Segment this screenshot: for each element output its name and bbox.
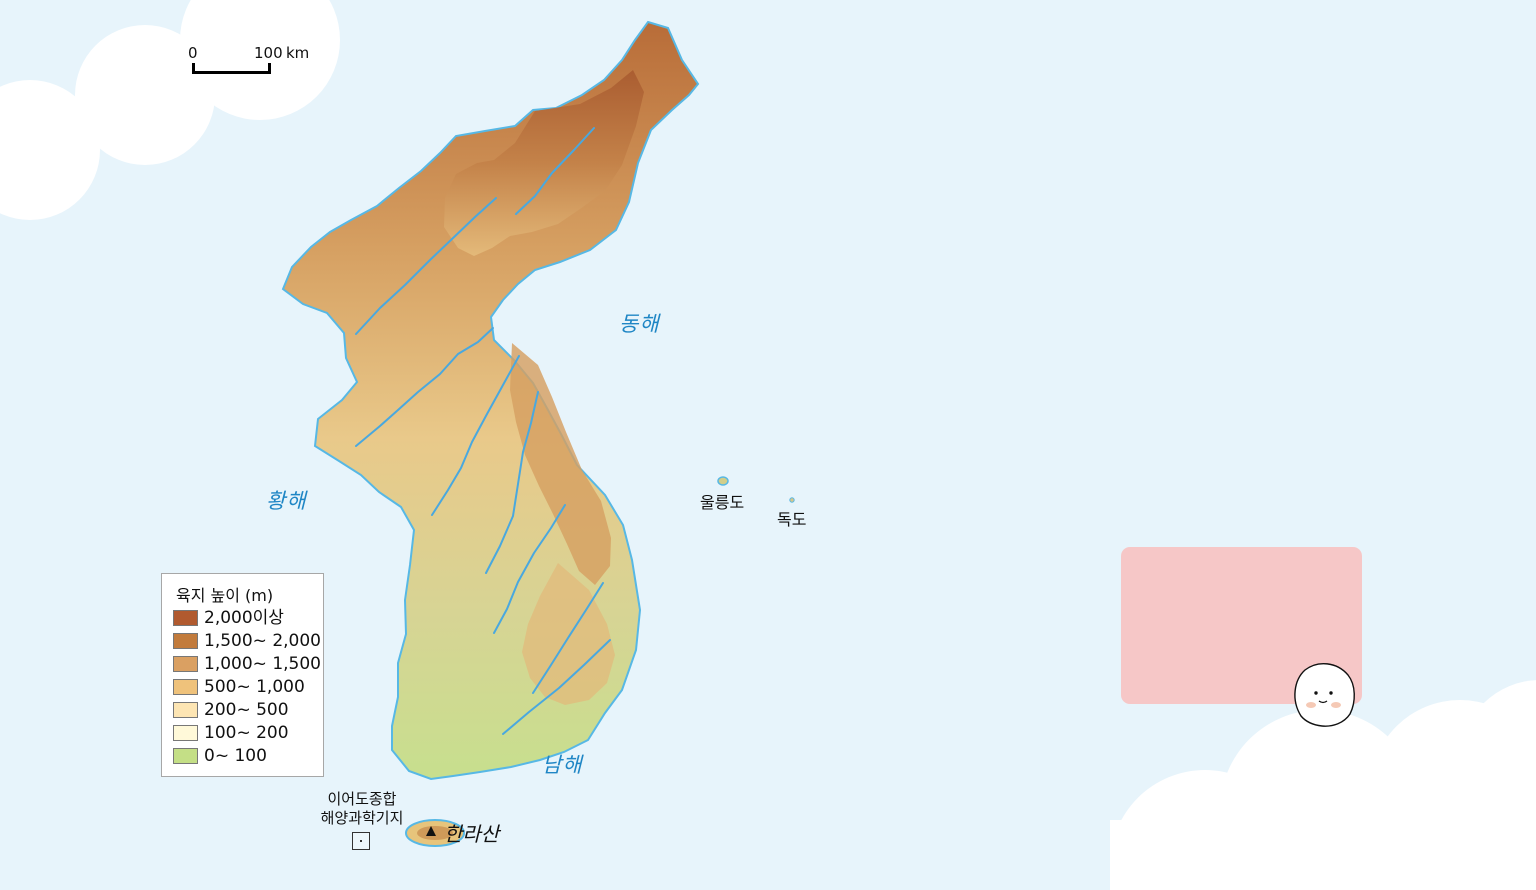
legend-item: 1,500~ 2,000 [173,631,321,651]
legend-label: 2,000이상 [204,607,284,628]
legend-item: 2,000이상 [173,608,284,628]
legend-item: 0~ 100 [173,746,267,766]
ulleungdo-label: 울릉도 [700,493,745,512]
hallasan-label: 한라산 [444,822,500,846]
legend-swatch [173,656,198,672]
triangle-icon [426,826,436,836]
peninsula-landmass [281,20,700,781]
scale-end-label: 100 [254,44,283,62]
legend-label: 1,000~ 1,500 [204,653,321,674]
top-left-cloud [0,0,340,220]
legend-item: 100~ 200 [173,723,289,743]
legend-label: 100~ 200 [204,722,289,743]
scale-line [192,71,271,74]
legend-swatch [173,702,198,718]
river-network [355,127,611,735]
ieodo-station-label: 이어도종합 해양과학기지 [317,790,407,828]
sobaek-range [522,563,615,705]
legend-item: 1,000~ 1,500 [173,654,321,674]
ieodo-station-dot [360,840,362,842]
scale-right-tick [268,63,271,73]
mascot-icon [1294,663,1355,727]
legend-swatch [173,610,198,626]
ieodo-label-line-2: 해양과학기지 [320,809,404,827]
legend-label: 1,500~ 2,000 [204,630,321,651]
dokdo-label: 독도 [777,510,807,529]
legend-label: 200~ 500 [204,699,289,720]
scale-bar: 0 100 km [188,44,328,78]
legend-swatch [173,633,198,649]
legend-swatch [173,748,198,764]
legend-item: 200~ 500 [173,700,289,720]
legend-item: 500~ 1,000 [173,677,305,697]
legend-label: 0~ 100 [204,745,267,766]
bottom-right-cloud [1110,680,1536,890]
legend-title: 육지 높이 (m) [176,586,274,605]
legend-swatch [173,725,198,741]
elevation-legend: 육지 높이 (m) 2,000이상 1,500~ 2,000 1,000~ 1,… [161,573,324,777]
legend-swatch [173,679,198,695]
ieodo-station-marker [352,832,370,850]
east-sea-label: 동해 [619,312,660,336]
ieodo-label-line-1: 이어도종합 [327,790,397,808]
scale-start-label: 0 [188,44,198,62]
northern-highlands [444,70,644,256]
scale-unit-label: km [286,44,310,62]
legend-label: 500~ 1,000 [204,676,305,697]
islands [405,476,795,847]
scale-left-tick [192,63,195,73]
yellow-sea-label: 황해 [266,489,307,513]
south-sea-label: 남해 [542,753,583,777]
